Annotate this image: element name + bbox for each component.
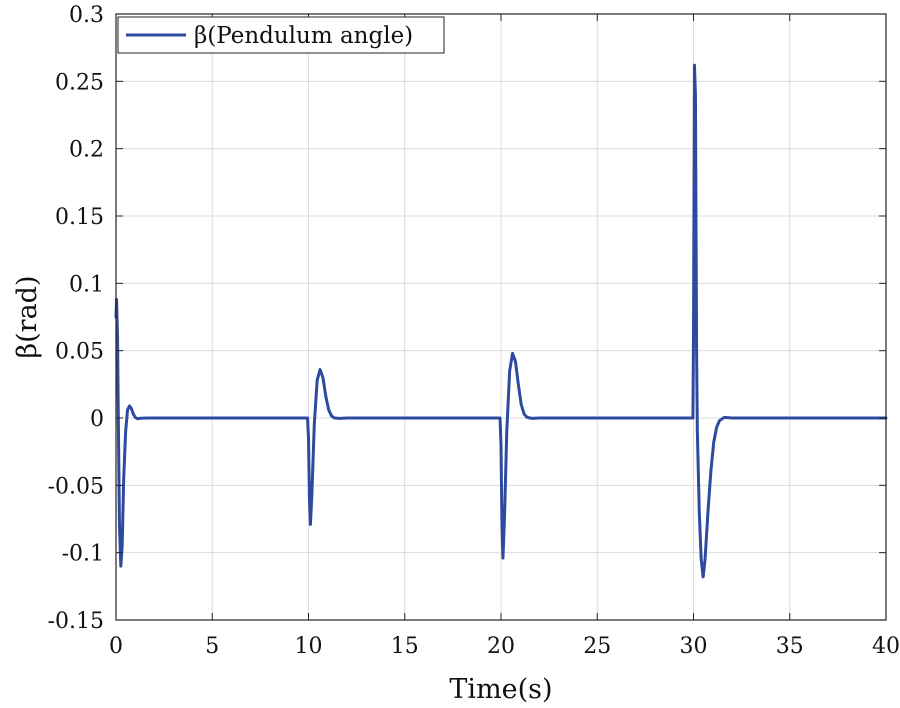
y-tick-label: 0.2 [69,138,104,163]
y-axis-label: β(rad) [12,276,43,359]
y-tick-label: 0.15 [55,205,104,230]
y-tick-label: 0.05 [55,340,104,365]
y-tick-label: 0.3 [69,3,104,28]
y-tick-label: -0.05 [48,474,104,499]
y-tick-label: -0.15 [48,609,104,634]
x-tick-label: 15 [391,634,419,659]
x-tick-label: 25 [583,634,611,659]
x-tick-label: 0 [109,634,123,659]
x-tick-label: 20 [487,634,515,659]
x-tick-label: 10 [295,634,323,659]
x-tick-label: 5 [205,634,219,659]
x-axis-label: Time(s) [449,674,552,705]
x-tick-label: 30 [680,634,708,659]
tick-labels: 0 5 10 15 20 25 30 35 40 -0.15 -0.1 -0.05 0 0.05 0.1 0.… [48,3,900,659]
x-tick-label: 35 [776,634,804,659]
x-tick-label: 40 [872,634,900,659]
series-layer [114,63,888,579]
series-line-pendulum-angle [114,63,888,579]
legend: β(Pendulum angle) [117,16,445,54]
y-tick-label: 0.1 [69,272,104,297]
y-tick-label: 0.25 [55,70,104,95]
y-tick-label: 0 [90,407,104,432]
y-tick-label: -0.1 [62,542,104,567]
legend-label: β(Pendulum angle) [194,23,413,49]
